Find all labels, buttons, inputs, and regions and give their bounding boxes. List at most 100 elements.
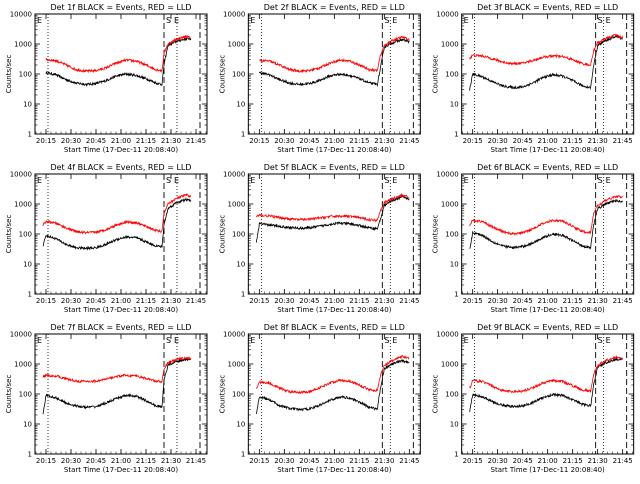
plot-frame: [34, 333, 208, 455]
x-tick-label: 21:45: [613, 297, 633, 305]
panel-title: Det 6f BLACK = Events, RED = LLD: [477, 163, 618, 172]
y-axis-label: Counts/sec: [432, 215, 440, 254]
x-tick-label: 20:45: [299, 297, 319, 305]
saa-end-marker: E: [392, 336, 397, 345]
y-tick-label: 10000: [436, 331, 458, 339]
x-tick-label: 20:45: [299, 457, 319, 465]
saa-start-marker: S: [166, 336, 171, 345]
x-tick-label: 20:15: [463, 457, 483, 465]
saa-end-marker: E: [606, 16, 611, 25]
x-tick-label: 20:30: [488, 457, 508, 465]
x-tick-label: 20:45: [513, 297, 533, 305]
y-tick-label: 1: [28, 451, 32, 459]
saa-start-marker: S: [166, 176, 171, 185]
x-tick-label: 21:00: [324, 457, 344, 465]
y-tick-label: 10: [236, 421, 245, 429]
x-axis-label: Start Time (17-Dec-11 20:08:40): [64, 466, 178, 474]
x-tick-label: 20:30: [61, 137, 81, 145]
x-tick-label: 21:45: [186, 297, 206, 305]
start-marker-label: E: [250, 16, 255, 25]
y-tick-label: 1000: [228, 41, 246, 49]
x-tick-label: 21:30: [588, 137, 608, 145]
x-tick-label: 20:15: [36, 457, 56, 465]
y-axis-label: Counts/sec: [5, 55, 13, 94]
y-tick-label: 10: [450, 261, 459, 269]
y-tick-label: 10000: [10, 11, 32, 19]
x-tick-label: 21:30: [161, 137, 181, 145]
x-tick-label: 21:00: [111, 457, 131, 465]
x-axis-label: Start Time (17-Dec-11 20:08:40): [277, 306, 391, 314]
detector-panel-8: Det 8f BLACK = Events, RED = LLD 1 10 100 10…: [218, 323, 421, 474]
plot-frame: [461, 333, 635, 455]
panel-title: Det 3f BLACK = Events, RED = LLD: [477, 3, 618, 12]
x-tick-label: 20:30: [274, 137, 294, 145]
y-axis-label: Counts/sec: [5, 215, 13, 254]
y-tick-label: 10: [236, 261, 245, 269]
plot-frame: [34, 173, 208, 295]
plot-frame: [247, 333, 421, 455]
start-marker-label: E: [250, 336, 255, 345]
x-axis-label: Start Time (17-Dec-11 20:08:40): [64, 146, 178, 154]
lld-series-line: [42, 193, 192, 235]
events-series-line: [255, 194, 410, 243]
x-tick-label: 21:45: [613, 457, 633, 465]
y-tick-label: 1: [241, 131, 245, 139]
y-tick-label: 100: [19, 71, 32, 79]
detector-panel-9: Det 9f BLACK = Events, RED = LLD 1 10 100 10…: [432, 323, 635, 474]
plot-frame: [461, 13, 635, 135]
x-tick-label: 20:15: [463, 137, 483, 145]
y-tick-label: 1: [241, 451, 245, 459]
y-tick-label: 10000: [223, 11, 245, 19]
x-tick-label: 21:00: [538, 297, 558, 305]
x-tick-label: 21:30: [588, 457, 608, 465]
y-tick-label: 100: [445, 391, 458, 399]
x-tick-label: 20:30: [488, 137, 508, 145]
x-tick-label: 20:45: [86, 297, 106, 305]
y-tick-label: 10000: [436, 171, 458, 179]
start-marker-label: E: [464, 16, 469, 25]
x-tick-label: 21:30: [374, 457, 394, 465]
x-tick-label: 21:00: [538, 137, 558, 145]
y-tick-label: 1: [454, 451, 458, 459]
y-tick-label: 100: [445, 231, 458, 239]
lld-series-line: [259, 35, 410, 74]
x-tick-label: 20:30: [61, 457, 81, 465]
x-tick-label: 20:15: [36, 297, 56, 305]
y-axis-label: Counts/sec: [5, 375, 13, 414]
panel-title: Det 4f BLACK = Events, RED = LLD: [50, 163, 191, 172]
y-tick-label: 1: [454, 291, 458, 299]
x-tick-label: 20:15: [249, 137, 269, 145]
events-series-line: [42, 356, 192, 415]
y-tick-label: 10000: [223, 171, 245, 179]
y-tick-label: 100: [19, 231, 32, 239]
events-series-line: [469, 198, 623, 250]
y-tick-label: 1000: [441, 361, 459, 369]
start-marker-label: E: [37, 16, 42, 25]
y-tick-label: 1000: [14, 201, 32, 209]
x-tick-label: 21:00: [111, 137, 131, 145]
y-axis-label: Counts/sec: [432, 375, 440, 414]
y-tick-label: 1: [28, 131, 32, 139]
saa-end-marker: E: [174, 336, 179, 345]
x-tick-label: 21:15: [136, 137, 156, 145]
x-tick-label: 20:15: [463, 297, 483, 305]
y-tick-label: 100: [232, 391, 245, 399]
x-tick-label: 20:15: [249, 457, 269, 465]
panel-title: Det 7f BLACK = Events, RED = LLD: [50, 323, 191, 332]
plot-frame: [247, 13, 421, 135]
y-tick-label: 1: [454, 131, 458, 139]
x-tick-label: 20:30: [274, 457, 294, 465]
y-tick-label: 1000: [14, 361, 32, 369]
x-tick-label: 21:00: [538, 457, 558, 465]
x-tick-label: 21:45: [613, 137, 633, 145]
x-tick-label: 21:00: [324, 137, 344, 145]
x-tick-label: 21:45: [186, 137, 206, 145]
x-tick-label: 21:30: [161, 457, 181, 465]
events-series-line: [469, 356, 623, 413]
detector-panel-2: Det 2f BLACK = Events, RED = LLD 1 10 100 10…: [218, 3, 421, 154]
saa-end-marker: E: [606, 176, 611, 185]
lld-series-line: [469, 355, 623, 394]
events-series-line: [258, 38, 410, 87]
